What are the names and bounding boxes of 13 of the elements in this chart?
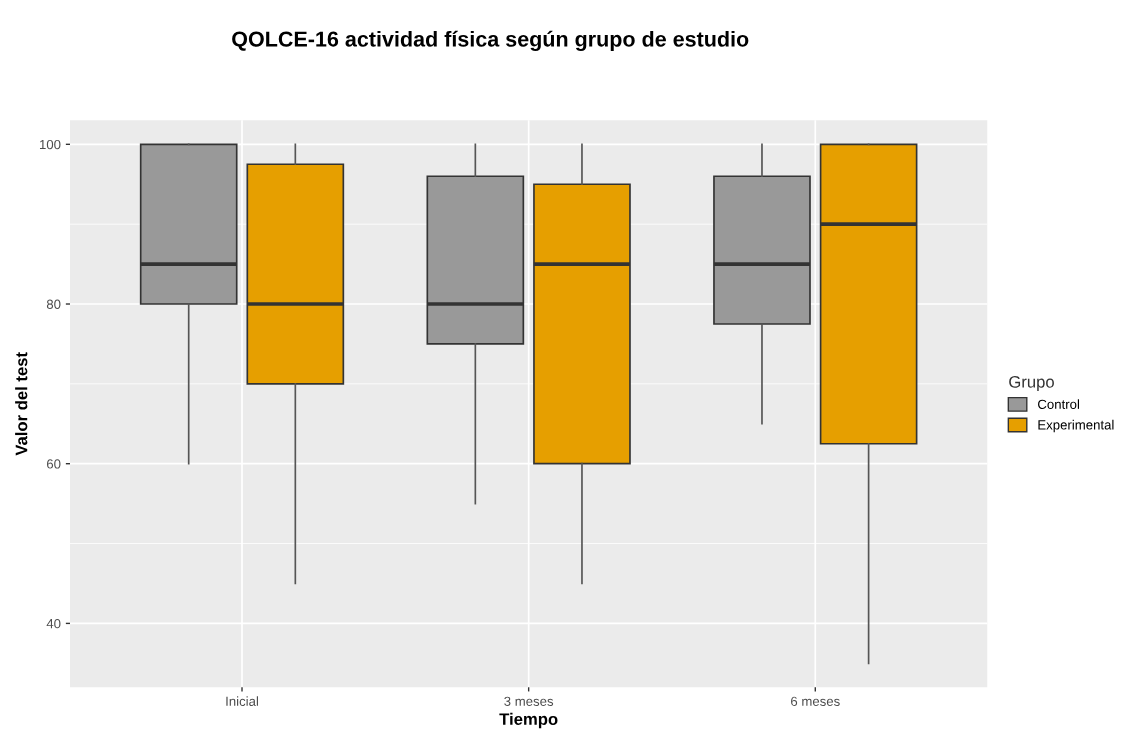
- y-tick-label: 60: [47, 459, 61, 469]
- legend-title: Grupo: [1009, 375, 1054, 392]
- x-axis-title: Tiempo: [499, 712, 558, 729]
- y-tick-label: 100: [39, 139, 61, 150]
- x-tick-label: Inicial: [226, 696, 258, 706]
- y-tick-label: 80: [46, 299, 61, 309]
- legend-label: Control: [1038, 399, 1080, 409]
- y-axis-title: Valor del test: [15, 352, 28, 456]
- chart-title: QOLCE-16 actividad física según grupo de estudio: [232, 30, 749, 52]
- y-tick-label: 40: [46, 618, 61, 629]
- legend-label: Experimental: [1038, 419, 1114, 433]
- x-tick-label: 3 meses: [504, 696, 554, 706]
- x-tick-label: 6 meses: [791, 696, 840, 706]
